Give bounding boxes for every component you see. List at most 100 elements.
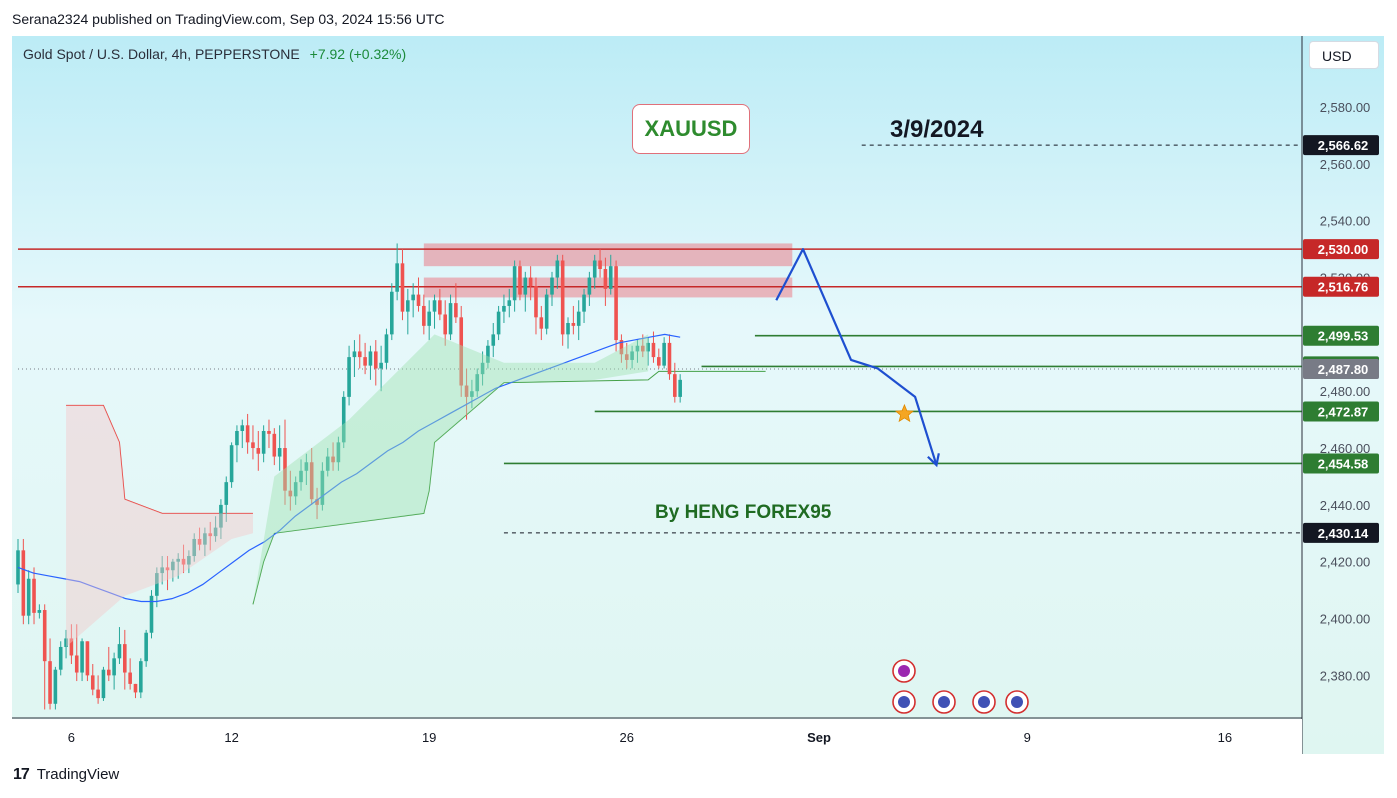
x-tick-label: 19 <box>422 730 436 745</box>
x-tick-label: 12 <box>224 730 238 745</box>
price-label-4: 2,487.80 <box>1318 362 1369 377</box>
symbol-legend[interactable]: Gold Spot / U.S. Dollar, 4h, PEPPERSTONE… <box>23 46 406 62</box>
candle-body <box>80 641 84 673</box>
candle-body <box>619 340 624 355</box>
date-annotation[interactable]: 3/9/2024 <box>890 116 984 143</box>
candle-body <box>213 527 218 537</box>
x-tick-label: 9 <box>1024 730 1031 745</box>
candle-body <box>454 303 458 318</box>
trail-zone-up <box>252 334 649 605</box>
ema-line <box>17 333 681 603</box>
price-label-5: 2,472.87 <box>1318 404 1369 419</box>
y-tick-label: 2,440.00 <box>1320 498 1371 513</box>
candle-body <box>459 317 464 386</box>
candle-body <box>416 294 421 306</box>
candle-body <box>155 573 159 596</box>
candle-body <box>512 266 517 301</box>
candle-body <box>26 578 31 616</box>
projection-path <box>775 248 938 466</box>
candle-body <box>299 470 303 483</box>
price-label-bg-8 <box>1303 522 1379 543</box>
candle-body <box>352 351 357 358</box>
candle-body <box>576 311 581 326</box>
candle-body <box>58 646 63 670</box>
tradingview-logo[interactable]: 17 TradingView <box>13 766 119 784</box>
us-flag-event-icon-glyph <box>938 696 950 708</box>
y-tick-label: 2,460.00 <box>1320 441 1371 456</box>
candle-body <box>176 558 180 562</box>
candle-body <box>245 425 250 443</box>
target-star-icon <box>894 403 915 423</box>
candle-body <box>171 561 175 571</box>
lightning-event-icon-glyph <box>898 665 910 677</box>
price-label-bg-4 <box>1303 359 1379 380</box>
y-tick-label: 2,400.00 <box>1320 612 1371 627</box>
candle-body <box>293 482 298 497</box>
candle-body <box>635 345 640 352</box>
candle-body <box>544 294 549 329</box>
candle-body <box>357 351 362 358</box>
chart-pane[interactable] <box>12 36 1384 754</box>
x-tick-label: Sep <box>807 730 831 745</box>
candle-body <box>37 610 42 613</box>
candle-body <box>673 374 677 397</box>
price-label-6: 2,454.58 <box>1318 456 1369 471</box>
trail-line-up <box>252 370 766 605</box>
candle-body <box>475 374 480 392</box>
candle-body <box>192 538 197 557</box>
price-label-0: 2,530.00 <box>1318 242 1369 257</box>
candle-body <box>587 277 592 295</box>
candle-body <box>64 638 68 647</box>
candle-body <box>438 300 442 315</box>
candle-body <box>640 345 645 352</box>
symbol-change: +7.92 (+0.32%) <box>309 46 407 62</box>
candle-body <box>667 342 672 375</box>
candle-body <box>550 277 554 295</box>
candle-body <box>21 550 26 616</box>
x-tick-label: 16 <box>1218 730 1232 745</box>
candle-body <box>614 266 618 341</box>
candle-body <box>187 556 191 565</box>
candle-body <box>347 357 351 397</box>
candle-body <box>315 499 319 505</box>
tv-logo-icon: 17 <box>13 766 30 783</box>
us-flag-event-icon-glyph <box>898 696 910 708</box>
candle-body <box>139 661 143 693</box>
us-flag-event-icon-glyph <box>978 696 990 708</box>
candle-body <box>470 391 474 397</box>
candle-body <box>555 260 560 278</box>
candle-body <box>571 323 576 326</box>
candle-body <box>603 269 608 289</box>
candle-body <box>560 260 565 335</box>
candle-body <box>149 595 154 633</box>
currency-button[interactable]: USD <box>1309 41 1379 69</box>
candle-body <box>272 433 277 457</box>
candle-body <box>534 286 538 318</box>
candle-body <box>197 538 202 545</box>
price-label-bg-5 <box>1303 401 1379 422</box>
price-label-7: 2,566.62 <box>1318 138 1369 153</box>
candle-body <box>128 672 132 684</box>
candle-body <box>384 334 389 363</box>
ticker-annotation[interactable]: XAUUSD <box>632 104 750 154</box>
x-tick-label: 26 <box>620 730 634 745</box>
candle-body <box>48 661 52 704</box>
candle-body <box>657 357 661 366</box>
candle-body <box>42 610 47 662</box>
candle-body <box>566 323 570 335</box>
time-axis-panel <box>12 719 1302 754</box>
candle-body <box>624 354 629 360</box>
candle-body <box>608 266 613 289</box>
y-tick-label: 2,420.00 <box>1320 555 1371 570</box>
candle-body <box>373 351 378 369</box>
price-label-bg-2 <box>1303 325 1379 346</box>
candle-body <box>662 342 666 366</box>
author-annotation[interactable]: By HENG FOREX95 <box>655 502 832 523</box>
price-label-2: 2,499.53 <box>1318 329 1369 344</box>
y-tick-label: 2,540.00 <box>1320 214 1371 229</box>
candle-body <box>32 578 36 613</box>
candle-body <box>251 442 255 449</box>
candle-body <box>219 504 223 528</box>
candle-body <box>523 277 528 295</box>
